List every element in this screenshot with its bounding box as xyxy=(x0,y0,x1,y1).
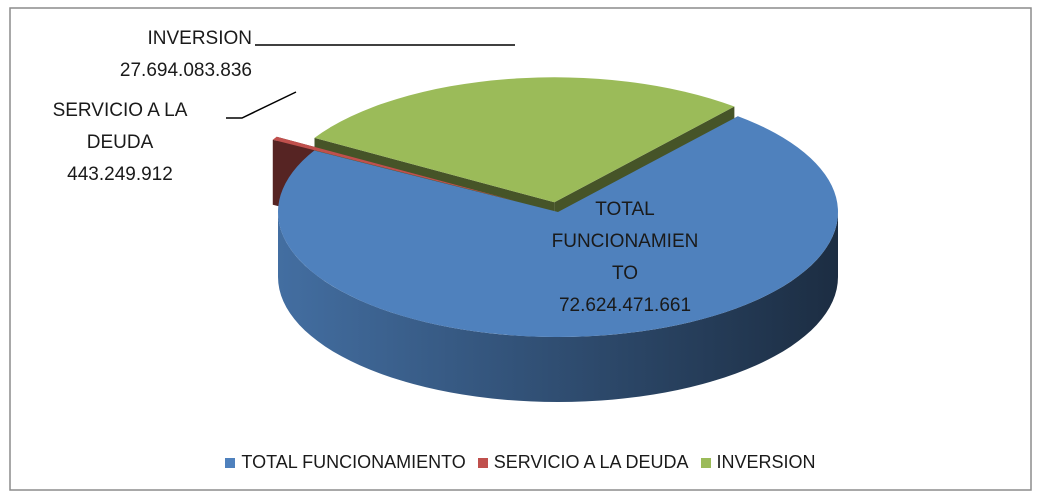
label-value: 443.249.912 xyxy=(67,164,173,185)
legend-item: SERVICIO A LA DEUDA xyxy=(477,452,689,473)
data-label: INVERSION 27.694.083.836 xyxy=(60,23,252,87)
legend-swatch xyxy=(225,457,236,468)
label-category: TOTAL FUNCIONAMIENTO xyxy=(551,199,699,284)
slice-wall xyxy=(278,212,838,402)
pie-slice xyxy=(314,77,735,203)
legend-label: INVERSION xyxy=(716,452,816,472)
label-value: 27.694.083.836 xyxy=(119,60,252,81)
legend-item: TOTAL FUNCIONAMIENTO xyxy=(225,452,466,473)
label-category: INVERSION xyxy=(147,28,252,49)
legend-label: SERVICIO A LA DEUDA xyxy=(493,452,689,472)
legend-item: INVERSION xyxy=(700,452,816,473)
data-label: SERVICIO A LA DEUDA 443.249.912 xyxy=(20,95,220,191)
legend-label: TOTAL FUNCIONAMIENTO xyxy=(241,452,466,472)
chart-border xyxy=(9,7,1032,491)
pie-slice xyxy=(278,116,839,337)
leader-line xyxy=(226,91,297,119)
label-category: SERVICIO A LA DEUDA xyxy=(52,100,188,153)
legend-swatch xyxy=(477,457,488,468)
legend: TOTAL FUNCIONAMIENTO SERVICIO A LA DEUDA I… xyxy=(0,452,1041,473)
pie-slice xyxy=(272,136,517,202)
label-value: 72.624.471.661 xyxy=(558,295,692,316)
legend-swatch xyxy=(700,457,711,468)
data-label: TOTAL FUNCIONAMIENTO 72.624.471.661 xyxy=(540,194,710,322)
